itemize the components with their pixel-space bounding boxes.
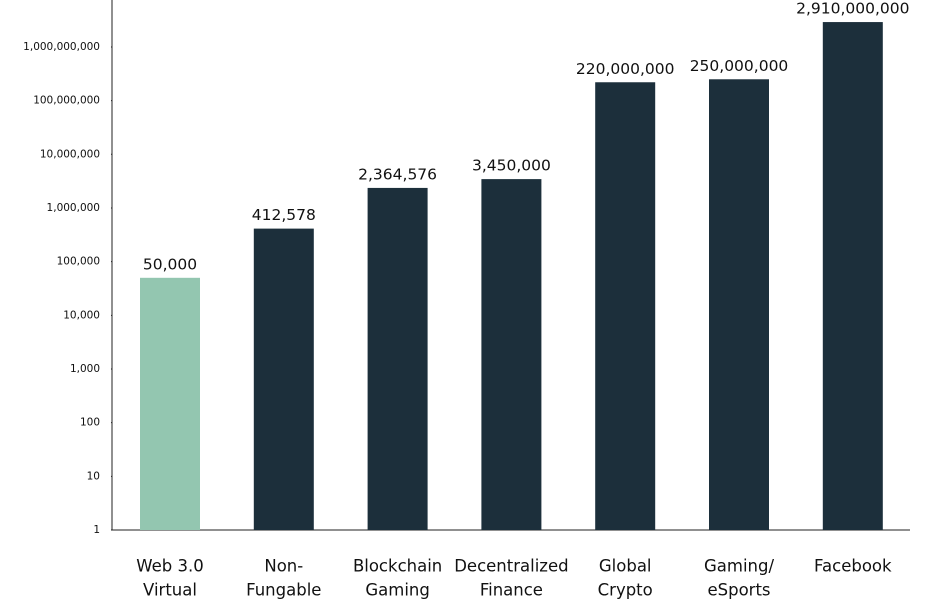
x-tick-label: Fungable <box>246 581 321 600</box>
y-tick-label: 1,000,000 <box>47 202 100 214</box>
x-tick-label: eSports <box>707 581 770 600</box>
value-label: 2,910,000,000 <box>796 0 909 18</box>
value-label: 250,000,000 <box>690 57 789 75</box>
x-tick-label: Virtual <box>143 581 197 600</box>
x-tick-label: Facebook <box>814 557 892 576</box>
x-tick-label: Blockchain <box>353 557 442 576</box>
y-tick-label: 100 <box>80 417 100 429</box>
bar <box>709 79 769 530</box>
x-tick-label: Crypto <box>598 581 653 600</box>
y-tick-label: 100,000,000 <box>33 95 100 107</box>
bar <box>140 277 200 530</box>
x-tick-label: Non- <box>264 557 303 576</box>
y-tick-label: 10 <box>87 470 100 482</box>
value-label: 412,578 <box>252 206 316 224</box>
value-label: 220,000,000 <box>576 60 675 78</box>
y-tick-label: 100,000 <box>57 256 100 268</box>
x-tick-label: Decentralized <box>454 557 568 576</box>
x-tick-label: Gaming/ <box>704 557 774 576</box>
value-label: 2,364,576 <box>358 165 437 183</box>
y-tick-label: 10,000 <box>63 309 100 321</box>
y-tick-label: 1,000,000,000 <box>23 41 100 53</box>
y-tick-label: 10,000,000 <box>40 148 100 160</box>
value-label: 3,450,000 <box>472 157 551 175</box>
x-tick-label: Global <box>599 557 652 576</box>
y-tick-label: 1 <box>93 524 100 536</box>
bar <box>595 82 656 530</box>
x-tick-label: Finance <box>480 581 543 600</box>
x-tick-label: Gaming <box>365 581 430 600</box>
x-tick-label: Web 3.0 <box>136 557 203 576</box>
bar <box>367 187 428 531</box>
bar <box>481 179 542 530</box>
bar <box>253 228 314 531</box>
bar <box>822 22 883 531</box>
y-tick-label: 1,000 <box>70 363 100 375</box>
value-label: 50,000 <box>143 255 197 273</box>
